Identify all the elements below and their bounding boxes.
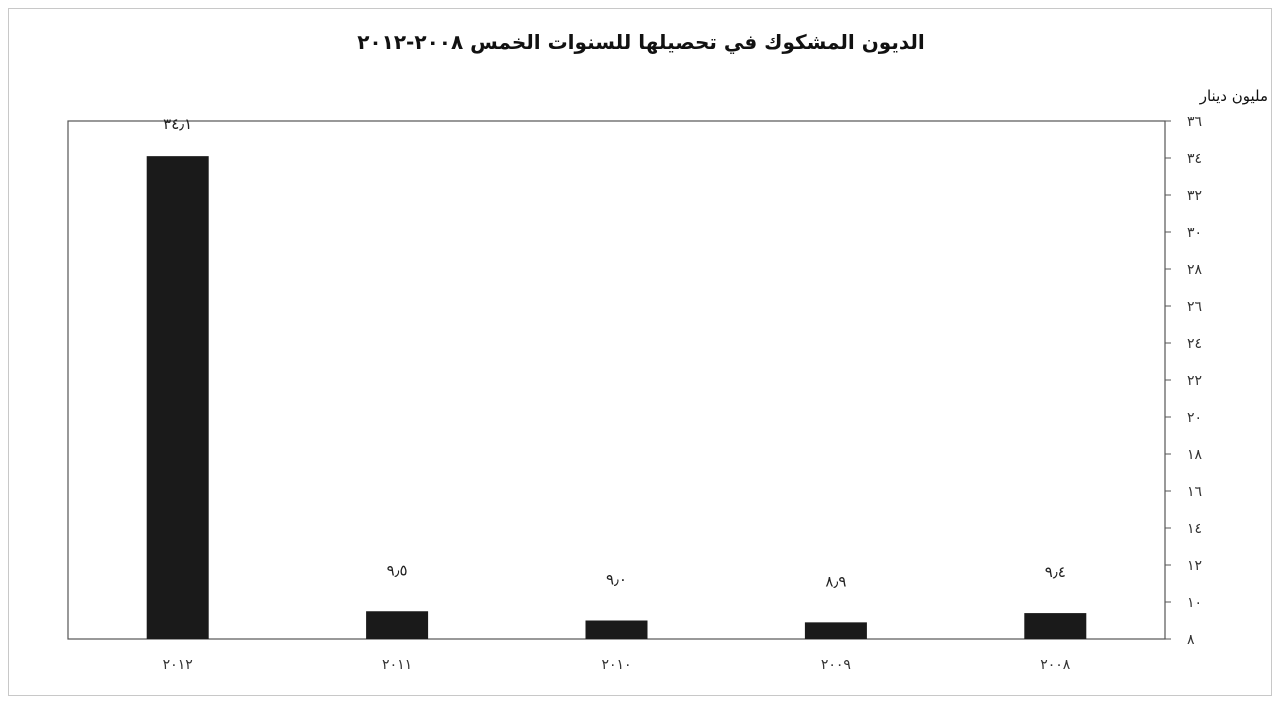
data-label: ٩٫٠ <box>606 571 627 589</box>
bars <box>146 156 1087 639</box>
chart-title: الديون المشكوك في تحصيلها للسنوات الخمس … <box>357 30 925 54</box>
y-tick-label: ٨ <box>1187 632 1195 648</box>
y-tick-label: ١٦ <box>1187 484 1202 500</box>
y-tick-label: ٢٦ <box>1187 299 1202 315</box>
bar <box>804 622 867 639</box>
y-tick-label: ١٨ <box>1187 447 1203 463</box>
y-tick-label: ٢٤ <box>1187 336 1202 352</box>
y-tick-label: ٢٠ <box>1187 410 1202 426</box>
y-axis: ٨ ١٠ ١٢ ١٤ ١٦ ١٨ ٢٠ ٢٢ ٢٤ ٢٦ ٢٨ ٣٠ ٣٢ ٣٤ ٣٦ <box>1165 114 1203 648</box>
y-tick-label: ١٤ <box>1187 521 1202 537</box>
y-tick-label: ٣٤ <box>1187 151 1202 167</box>
data-label: ٩٫٤ <box>1045 563 1066 581</box>
y-tick-label: ٢٢ <box>1187 373 1202 389</box>
data-label: ٣٤٫١ <box>163 115 192 133</box>
chart-frame <box>8 8 1272 696</box>
y-tick-label: ٣٠ <box>1187 225 1202 241</box>
y-tick-label: ١٠ <box>1187 595 1202 611</box>
x-axis: ٢٠١٢ ٢٠١١ ٢٠١٠ ٢٠٠٩ ٢٠٠٨ <box>163 657 1071 673</box>
y-tick-label: ٣٢ <box>1187 188 1202 204</box>
plot-area <box>67 120 1166 640</box>
bar <box>1024 613 1087 639</box>
y-tick-label: ٢٨ <box>1187 262 1203 278</box>
bar <box>146 156 209 639</box>
x-tick-label: ٢٠١٠ <box>601 657 631 673</box>
x-tick-label: ٢٠٠٨ <box>1040 657 1071 673</box>
data-label: ٩٫٥ <box>387 561 408 579</box>
bar <box>366 611 429 639</box>
x-tick-label: ٢٠١٢ <box>163 657 193 673</box>
x-tick-label: ٢٠١١ <box>382 657 412 673</box>
y-tick-label: ١٢ <box>1187 558 1202 574</box>
unit-label: مليون دينار <box>1199 87 1268 105</box>
data-labels: ٣٤٫١ ٩٫٥ ٩٫٠ ٨٫٩ ٩٫٤ <box>163 115 1066 590</box>
bar <box>585 620 648 639</box>
y-tick-label: ٣٦ <box>1187 114 1202 130</box>
x-tick-label: ٢٠٠٩ <box>821 657 851 673</box>
data-label: ٨٫٩ <box>825 572 846 590</box>
